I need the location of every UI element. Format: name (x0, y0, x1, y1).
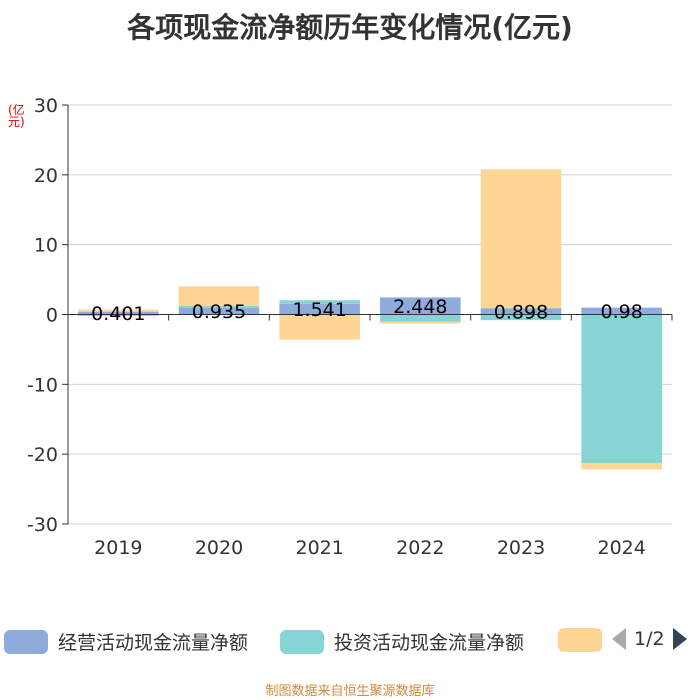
source-note: 制图数据来自恒生聚源数据库 (265, 684, 435, 699)
bar-investing (380, 314, 461, 322)
data-label: 2.448 (393, 296, 447, 318)
y-tick-label: 0 (46, 305, 58, 327)
x-tick-label: 2020 (195, 537, 243, 559)
bar-investing (480, 314, 562, 321)
labels: 30 20 10 0 -10 -20 -30 2019 2020 2021 2022 2023 2024… (27, 95, 646, 559)
axes (62, 104, 673, 525)
bars (78, 169, 662, 470)
legend-swatch-investing (280, 629, 324, 654)
bar-operating (178, 307, 260, 315)
bar-operating (581, 307, 662, 315)
bar-financing (279, 314, 360, 340)
legend-page-indicator: 1/2 (634, 628, 665, 650)
data-label: 1.541 (292, 299, 346, 321)
legend-item-operating[interactable]: 经营活动现金流量净额 (4, 628, 248, 655)
x-tick-label: 2019 (94, 537, 142, 559)
y-axis-unit-label: (亿元) (8, 103, 25, 129)
bar-investing (78, 314, 159, 316)
y-tick-label: -20 (27, 444, 58, 466)
legend-item-investing[interactable]: 投资活动现金流量净额 (280, 628, 524, 655)
legend-item-financing[interactable] (558, 628, 612, 652)
bar-investing (279, 300, 360, 304)
data-label: 0.401 (91, 303, 145, 325)
bar-operating (78, 311, 159, 315)
bar-financing (480, 169, 562, 309)
bar-financing (380, 321, 461, 324)
legend-label-operating: 经营活动现金流量净额 (58, 632, 249, 654)
x-tick-label: 2023 (497, 537, 545, 559)
legend-swatch-financing (558, 628, 602, 652)
data-label: 0.935 (192, 301, 246, 323)
legend-pager: 1/2 (612, 628, 687, 650)
y-tick-label: -30 (27, 514, 58, 536)
y-tick-label: 10 (34, 235, 58, 257)
x-tick-label: 2024 (597, 537, 645, 559)
x-tick-label: 2022 (396, 537, 444, 559)
bar-investing (581, 314, 662, 464)
bar-operating (480, 308, 562, 315)
bar-operating (380, 297, 461, 315)
data-label: 0.98 (601, 301, 643, 323)
bar-operating (279, 303, 360, 315)
bar-financing (78, 309, 159, 312)
legend-next-page-icon[interactable] (672, 628, 687, 650)
bar-financing (178, 286, 260, 306)
bar-financing (581, 463, 662, 470)
y-tick-label: -10 (27, 374, 58, 396)
y-tick-label: 30 (34, 95, 58, 117)
data-label: 0.898 (494, 301, 548, 323)
legend-swatch-operating (4, 629, 48, 654)
bar-investing (178, 305, 260, 308)
chart-title: 各项现金流净额历年变化情况(亿元) (127, 11, 573, 44)
legend-label-investing: 投资活动现金流量净额 (334, 632, 525, 654)
y-tick-label: 20 (34, 165, 58, 187)
legend-prev-page-icon[interactable] (612, 628, 626, 650)
legend: 经营活动现金流量净额 投资活动现金流量净额 1/2 (0, 622, 700, 662)
x-tick-label: 2021 (295, 537, 343, 559)
